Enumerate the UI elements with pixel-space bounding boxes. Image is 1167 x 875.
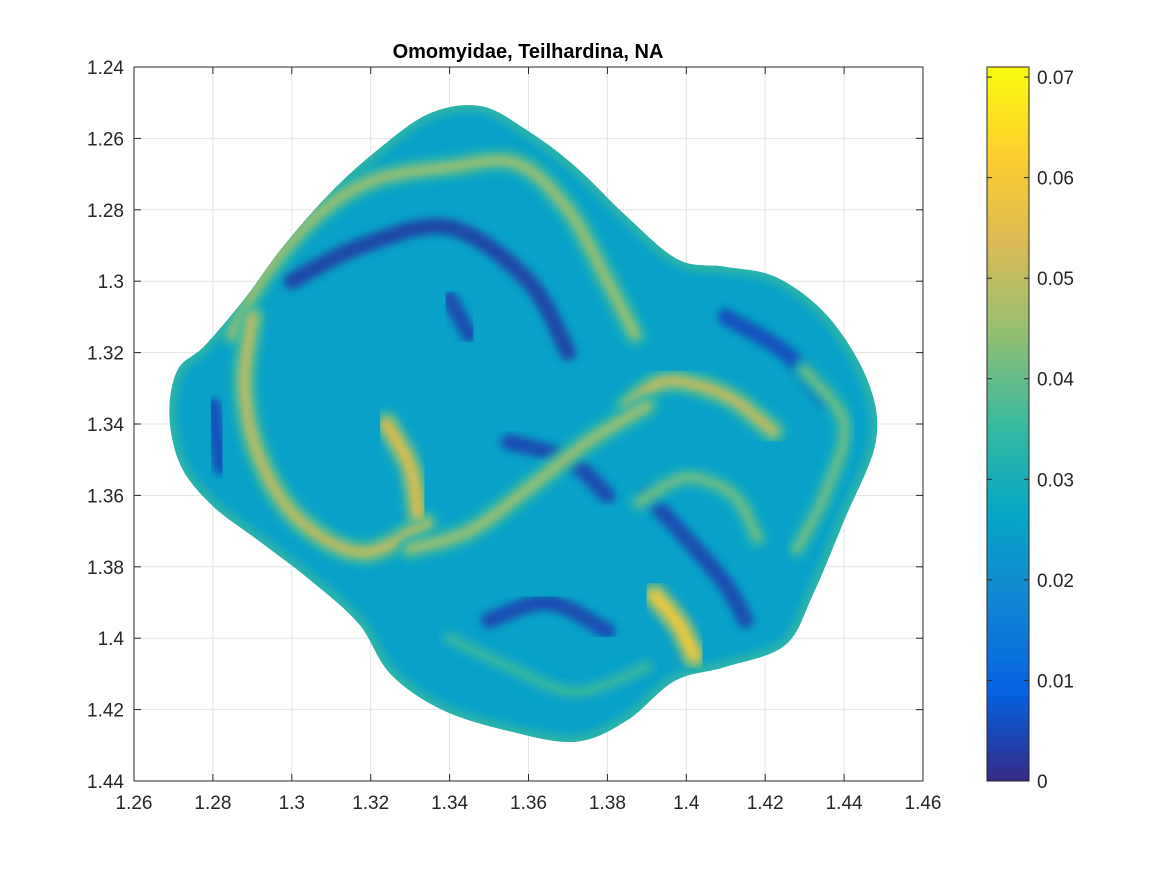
y-tick-label: 1.28 bbox=[87, 201, 124, 222]
colorbar-ticks: 0 0.01 0.02 0.03 0.04 0.05 0.06 0.07 bbox=[987, 68, 1074, 793]
x-tick-label: 1.4 bbox=[673, 793, 700, 814]
surface-ridge bbox=[791, 364, 851, 555]
chart-title: Omomyidae, Teilhardina, NA bbox=[393, 41, 664, 63]
surface-ridge bbox=[404, 400, 653, 555]
x-tick-label: 1.28 bbox=[194, 793, 231, 814]
surface-valley bbox=[204, 398, 229, 475]
surface-valley bbox=[638, 487, 754, 629]
y-tick-label: 1.26 bbox=[87, 129, 124, 150]
surface-ridge bbox=[649, 589, 700, 662]
x-tick-label: 1.46 bbox=[905, 793, 942, 814]
surface-ridge bbox=[444, 632, 653, 698]
x-tick-label: 1.42 bbox=[747, 793, 784, 814]
surface-ridge bbox=[227, 154, 641, 341]
surface-base bbox=[169, 105, 878, 742]
y-tick-label: 1.44 bbox=[87, 772, 124, 793]
surface-valley bbox=[441, 291, 478, 343]
surface-ridge bbox=[621, 375, 779, 437]
surface-valley bbox=[481, 594, 616, 640]
y-tick-label: 1.34 bbox=[87, 415, 124, 436]
x-tick-label: 1.3 bbox=[279, 793, 305, 814]
y-axis: 1.24 1.26 1.28 1.3 1.32 1.34 1.36 1.38 1.4 1.42 1.… bbox=[87, 58, 923, 793]
colorbar-tick-label: 0.02 bbox=[1037, 571, 1074, 592]
colorbar-tick-label: 0.04 bbox=[1037, 370, 1074, 391]
colorbar-tick-label: 0 bbox=[1037, 772, 1048, 793]
surface-features bbox=[169, 105, 878, 742]
y-tick-label: 1.36 bbox=[87, 486, 124, 507]
y-tick-label: 1.42 bbox=[87, 701, 124, 722]
colorbar-tick-label: 0.06 bbox=[1037, 169, 1074, 190]
x-axis: 1.26 1.28 1.3 1.32 1.34 1.36 1.38 1.4 1.42 1.44 1.… bbox=[116, 67, 942, 814]
surface-ridge bbox=[381, 418, 424, 519]
colorbar-box bbox=[986, 66, 1030, 782]
x-tick-label: 1.38 bbox=[589, 793, 626, 814]
colorbar-tick-label: 0.01 bbox=[1037, 671, 1074, 692]
colorbar-tick-label: 0.07 bbox=[1037, 68, 1074, 89]
x-tick-label: 1.34 bbox=[431, 793, 468, 814]
colorbar-tick-label: 0.05 bbox=[1037, 269, 1074, 290]
y-tick-label: 1.3 bbox=[98, 272, 124, 293]
x-tick-label: 1.44 bbox=[826, 793, 863, 814]
y-tick-label: 1.4 bbox=[98, 629, 125, 650]
x-tick-label: 1.32 bbox=[352, 793, 389, 814]
x-tick-label: 1.36 bbox=[510, 793, 547, 814]
surface-valley bbox=[283, 218, 576, 361]
surface-ridge bbox=[633, 472, 763, 544]
colorbar-fill bbox=[987, 67, 1029, 781]
x-tick-label: 1.26 bbox=[116, 793, 153, 814]
y-tick-label: 1.38 bbox=[87, 558, 124, 579]
surface-ridge bbox=[238, 311, 432, 558]
surface-heatmap bbox=[169, 105, 878, 742]
colorbar: 0 0.01 0.02 0.03 0.04 0.05 0.06 0.07 bbox=[986, 66, 1074, 793]
y-tick-label: 1.32 bbox=[87, 344, 124, 365]
y-tick-label: 1.24 bbox=[87, 58, 124, 79]
colorbar-tick-label: 0.03 bbox=[1037, 470, 1074, 491]
